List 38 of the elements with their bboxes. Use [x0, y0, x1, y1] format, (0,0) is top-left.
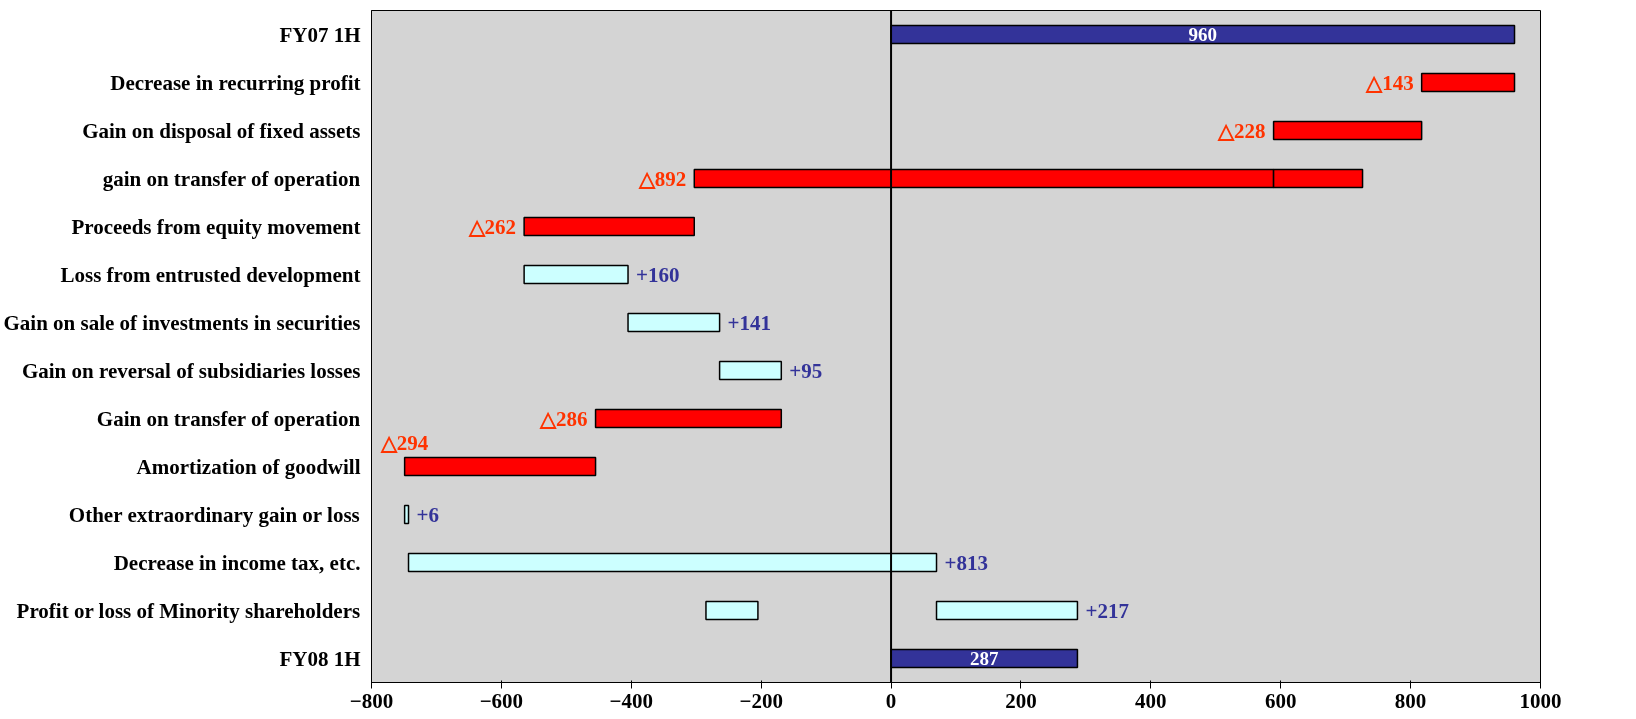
x-tick-label: −400	[609, 688, 654, 713]
data-label: +6	[416, 502, 439, 527]
data-label: △228	[1217, 118, 1266, 143]
data-label: 960	[1188, 24, 1218, 45]
x-tick-label: 0	[885, 688, 897, 713]
data-label: +141	[727, 310, 772, 335]
data-label: +95	[789, 358, 823, 383]
y-tick-label: Gain on sale of investments in securities	[3, 310, 361, 335]
x-tick-label: −600	[479, 688, 524, 713]
data-label: △143	[1365, 70, 1414, 95]
y-tick-label: Gain on disposal of fixed assets	[82, 118, 361, 143]
y-tick-label: Proceeds from equity movement	[71, 214, 361, 239]
data-label: △286	[539, 406, 588, 431]
y-tick-label: gain on transfer of operation	[102, 166, 361, 191]
x-tick-label: −800	[349, 688, 394, 713]
data-label: 287	[970, 648, 999, 669]
data-label: +217	[1085, 598, 1129, 623]
data-label: +813	[944, 550, 988, 575]
x-tick-label: 400	[1135, 688, 1167, 713]
y-tick-label: FY08 1H	[279, 646, 361, 671]
data-label: △892	[637, 166, 687, 191]
y-tick-label: Decrease in recurring profit	[110, 70, 361, 95]
y-tick-label: Decrease in income tax, etc.	[113, 550, 361, 575]
y-tick-label: Gain on transfer of operation	[96, 406, 361, 431]
data-label: △262	[467, 214, 517, 239]
y-tick-label: Amortization of goodwill	[136, 454, 361, 479]
data-label: +160	[636, 262, 680, 287]
y-tick-label: Profit or loss of Minority shareholders	[16, 598, 361, 623]
x-tick-label: 1000	[1519, 688, 1562, 713]
x-tick-label: 600	[1264, 688, 1297, 713]
data-label: △294	[379, 430, 429, 455]
y-tick-label: Loss from entrusted development	[60, 262, 361, 287]
x-tick-label: 800	[1394, 688, 1427, 713]
y-tick-label: Other extraordinary gain or loss	[68, 502, 360, 527]
x-tick-label: −200	[739, 688, 783, 713]
x-tick-label: 200	[1005, 688, 1037, 713]
y-tick-label: Gain on reversal of subsidiaries losses	[21, 358, 361, 383]
y-tick-label: FY07 1H	[279, 22, 361, 47]
